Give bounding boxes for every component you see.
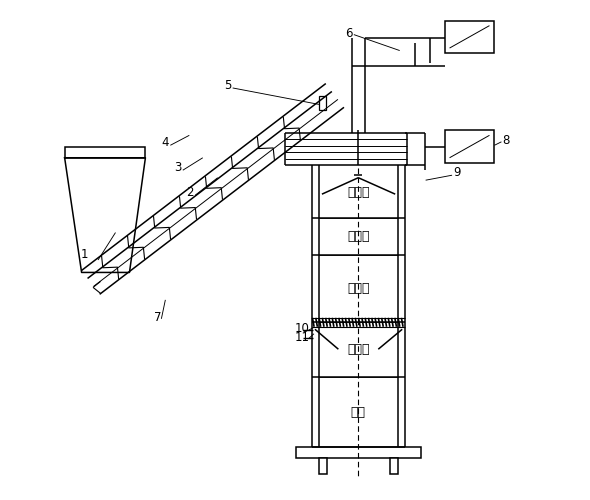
Bar — [445, 130, 494, 162]
Text: 2: 2 — [186, 186, 194, 199]
Text: 7: 7 — [154, 311, 162, 324]
Text: 8: 8 — [503, 134, 510, 147]
Text: 10: 10 — [295, 322, 310, 336]
Bar — [445, 20, 494, 53]
Text: 裂解区: 裂解区 — [347, 230, 369, 243]
Text: 还原区: 还原区 — [347, 343, 369, 356]
Text: 5: 5 — [224, 79, 231, 92]
Bar — [65, 147, 145, 158]
Text: 6: 6 — [345, 26, 353, 40]
Text: 干燥区: 干燥区 — [347, 186, 369, 199]
Text: 9: 9 — [453, 166, 461, 179]
Text: 3: 3 — [174, 161, 182, 174]
Text: 4: 4 — [162, 136, 169, 149]
Text: 灰室: 灰室 — [351, 406, 366, 418]
Bar — [390, 458, 398, 474]
Bar — [297, 447, 421, 458]
Text: 11: 11 — [295, 331, 310, 344]
Text: 1: 1 — [80, 248, 88, 262]
Bar — [319, 96, 326, 110]
Text: 氧化区: 氧化区 — [347, 282, 369, 296]
Bar — [319, 458, 327, 474]
